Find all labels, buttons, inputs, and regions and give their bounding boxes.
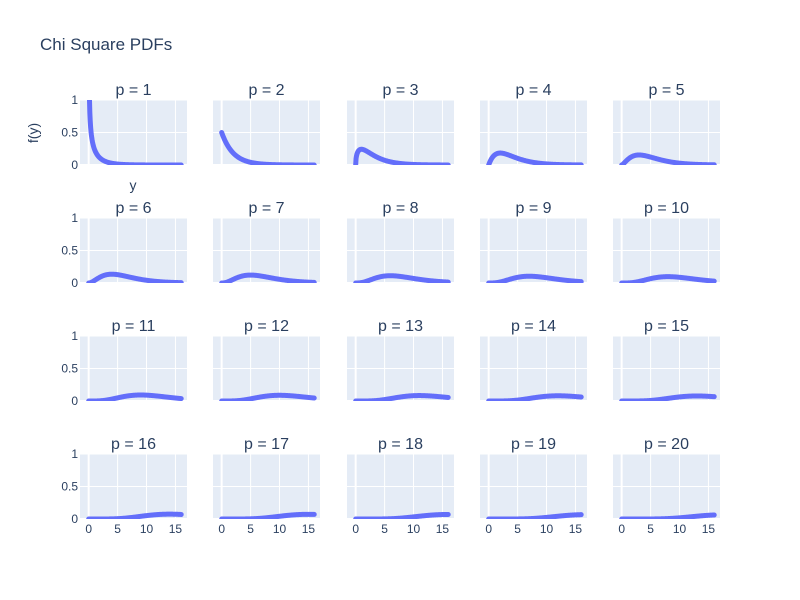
subplot-p5: p = 5 (613, 82, 720, 166)
subplot-title: p = 13 (378, 318, 423, 335)
subplot-p12: p = 12 (213, 318, 320, 402)
subplot-p6: p = 6 0 0.5 1 (61, 200, 187, 290)
pdf-line-p8 (353, 273, 451, 283)
x-tick-label: 10 (540, 522, 554, 536)
y-tick-label: 0.5 (61, 126, 78, 140)
subplot-title: p = 8 (382, 200, 418, 217)
x-tick-label: 15 (436, 522, 450, 536)
subplot-title: p = 1 (115, 82, 151, 99)
subplot-title: p = 17 (244, 436, 289, 453)
subplot-title: p = 19 (511, 436, 556, 453)
subplot-title: p = 20 (644, 436, 689, 453)
subplot-p1: p = 1 0 0.5 1 (61, 82, 187, 172)
subplot-p14: p = 14 (480, 318, 587, 402)
subplot-title: p = 9 (515, 200, 551, 217)
y-axis-title: f(y) (25, 123, 41, 143)
y-tick-label: 1 (71, 447, 78, 461)
x-tick-label: 10 (140, 522, 154, 536)
y-tick-label: 1 (71, 211, 78, 225)
y-tick-label: 0.5 (61, 362, 78, 376)
subplot-p13: p = 13 (347, 318, 454, 402)
x-tick-label: 0 (485, 522, 492, 536)
pdf-line-p1 (86, 100, 184, 165)
pdf-line-p19 (486, 512, 584, 519)
x-tick-label: 5 (381, 522, 388, 536)
pdf-line-p12 (219, 392, 317, 401)
pdf-line-p20 (619, 512, 717, 519)
subplot-p8: p = 8 (347, 200, 454, 284)
pdf-line-p9 (486, 273, 584, 283)
x-tick-label: 10 (673, 522, 687, 536)
pdf-line-p18 (353, 511, 451, 519)
x-tick-label: 5 (647, 522, 654, 536)
x-tick-label: 15 (702, 522, 716, 536)
subplot-p18: p = 18 0 5 10 15 (347, 436, 454, 536)
subplot-title: p = 4 (515, 82, 551, 99)
subplot-p10: p = 10 (613, 200, 720, 284)
y-tick-label: 1 (71, 329, 78, 343)
subplot-title: p = 6 (115, 200, 151, 217)
subplot-p11: p = 11 0 0.5 1 (61, 318, 187, 408)
y-tick-label: 0.5 (61, 244, 78, 258)
pdf-line-p13 (353, 393, 451, 401)
subplot-title: p = 14 (511, 318, 556, 335)
x-tick-label: 15 (302, 522, 316, 536)
pdf-line-p2 (219, 130, 317, 165)
x-tick-label: 0 (218, 522, 225, 536)
pdf-line-p16 (86, 511, 184, 519)
subplot-title: p = 16 (111, 436, 156, 453)
y-tick-label: 1 (71, 93, 78, 107)
pdf-line-p5 (619, 152, 717, 165)
pdf-line-p15 (619, 393, 717, 401)
subplot-p17: p = 17 0 5 10 15 (213, 436, 320, 536)
chart-title: Chi Square PDFs (40, 35, 172, 54)
x-tick-label: 5 (514, 522, 521, 536)
subplot-title: p = 7 (248, 200, 284, 217)
pdf-line-p4 (486, 150, 584, 165)
x-tick-label: 10 (407, 522, 421, 536)
x-tick-label: 10 (273, 522, 287, 536)
subplot-title: p = 12 (244, 318, 289, 335)
pdf-line-p14 (486, 393, 584, 401)
pdf-line-p10 (619, 274, 717, 283)
y-tick-label: 0 (71, 276, 78, 290)
subplot-title: p = 5 (648, 82, 684, 99)
x-axis-title: y (130, 177, 137, 193)
subplot-title: p = 15 (644, 318, 689, 335)
subplot-p2: p = 2 (213, 82, 320, 166)
x-tick-label: 15 (569, 522, 583, 536)
x-tick-label: 0 (618, 522, 625, 536)
pdf-line-p11 (86, 392, 184, 401)
x-tick-label: 15 (169, 522, 183, 536)
subplot-title: p = 11 (112, 318, 156, 335)
subplot-p9: p = 9 (480, 200, 587, 284)
subplot-title: p = 2 (248, 82, 284, 99)
subplot-p3: p = 3 (347, 82, 454, 166)
subplot-title: p = 3 (382, 82, 418, 99)
y-tick-label: 0 (71, 158, 78, 172)
x-tick-label: 0 (85, 522, 92, 536)
y-tick-label: 0.5 (61, 480, 78, 494)
y-tick-label: 0 (71, 512, 78, 526)
subplot-title: p = 10 (644, 200, 689, 217)
pdf-line-p3 (353, 146, 451, 165)
pdf-line-p17 (219, 511, 317, 519)
subplot-p20: p = 20 0 5 10 15 (613, 436, 720, 536)
x-tick-label: 5 (247, 522, 254, 536)
x-tick-label: 0 (352, 522, 359, 536)
subplot-p19: p = 19 0 5 10 15 (480, 436, 587, 536)
subplot-p7: p = 7 (213, 200, 320, 284)
subplot-title: p = 18 (378, 436, 423, 453)
pdf-line-p7 (219, 272, 317, 283)
subplot-p4: p = 4 (480, 82, 587, 166)
subplot-p15: p = 15 (613, 318, 720, 402)
y-tick-label: 0 (71, 394, 78, 408)
pdf-line-p6 (86, 271, 184, 283)
x-tick-label: 5 (114, 522, 121, 536)
